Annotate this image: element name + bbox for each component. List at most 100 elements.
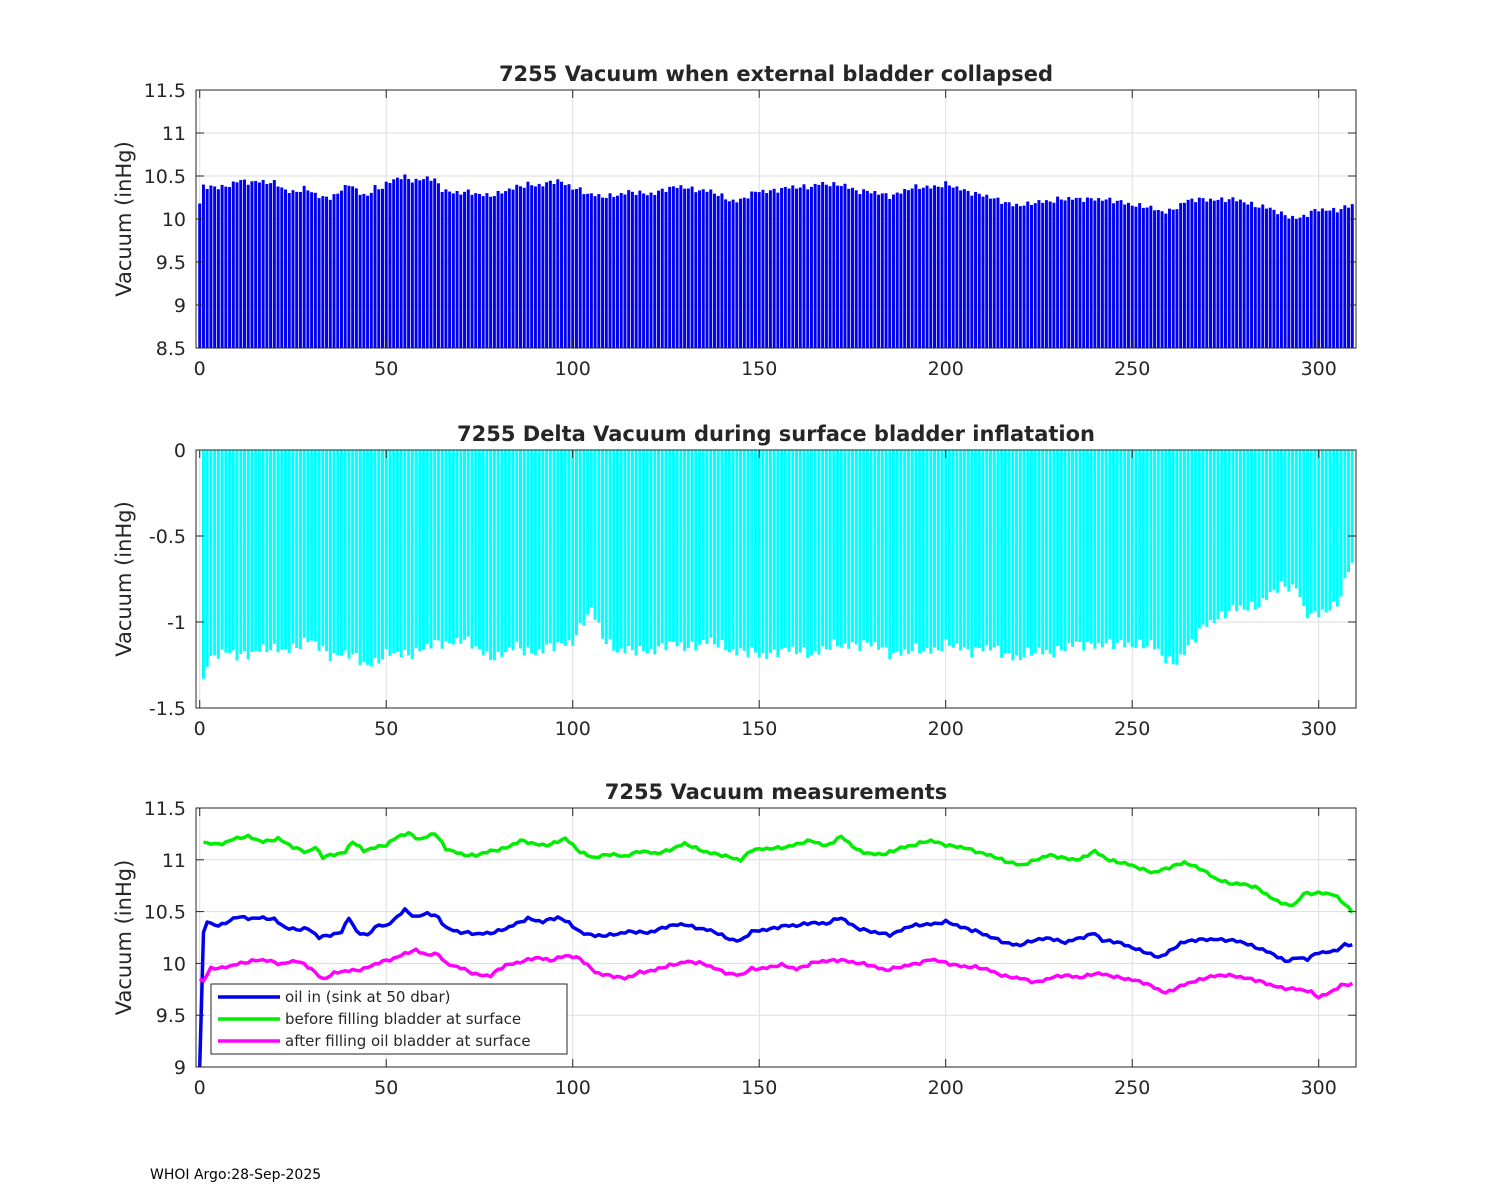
bar — [239, 180, 243, 348]
bar — [686, 450, 690, 649]
bar — [970, 195, 974, 348]
bar — [724, 199, 728, 348]
bar — [586, 193, 590, 348]
bar — [787, 450, 791, 652]
bar — [798, 187, 802, 348]
bar — [377, 189, 381, 348]
bar — [604, 450, 608, 645]
bar — [463, 191, 467, 348]
bar — [1056, 450, 1060, 647]
bar — [295, 450, 299, 648]
bar — [448, 450, 452, 644]
bar — [951, 187, 955, 348]
bar — [1141, 450, 1145, 649]
bar — [1052, 450, 1056, 658]
bar — [586, 450, 590, 615]
bar — [298, 450, 302, 650]
bar — [265, 183, 269, 348]
bar — [1164, 450, 1168, 664]
bar — [541, 186, 545, 348]
bar — [1205, 450, 1209, 627]
bar — [1074, 450, 1078, 642]
bar — [351, 450, 355, 655]
bar — [198, 203, 202, 348]
bar — [996, 450, 1000, 646]
bar — [1317, 211, 1321, 348]
bar — [865, 450, 869, 643]
bar — [1268, 450, 1272, 593]
bar — [533, 450, 537, 655]
bar — [1261, 450, 1265, 599]
bar — [694, 450, 698, 651]
bar — [556, 450, 560, 643]
bar — [809, 186, 813, 348]
bar — [1298, 450, 1302, 597]
bar — [824, 450, 828, 650]
bar — [220, 184, 224, 348]
bar — [1048, 201, 1052, 348]
bar — [1320, 450, 1324, 610]
bar — [1082, 201, 1086, 348]
bar — [1190, 198, 1194, 348]
bar — [619, 192, 623, 348]
bar — [1134, 450, 1138, 648]
bar — [638, 450, 642, 647]
bar — [1253, 207, 1257, 348]
bar — [1119, 200, 1123, 348]
y-tick-label: 11 — [162, 123, 186, 145]
bar — [914, 184, 918, 348]
bar — [634, 450, 638, 656]
bar — [832, 450, 836, 640]
bar — [209, 185, 213, 348]
bar — [895, 192, 899, 348]
bar — [735, 202, 739, 348]
bar — [287, 450, 291, 653]
bar — [582, 450, 586, 626]
bar — [933, 185, 937, 348]
bar — [548, 450, 552, 643]
bar — [712, 193, 716, 348]
bar — [250, 450, 254, 653]
bar — [1231, 450, 1235, 605]
bar — [746, 450, 750, 657]
bar — [836, 450, 840, 647]
bar — [1324, 210, 1328, 348]
bar — [627, 190, 631, 348]
bar — [1250, 201, 1254, 348]
bar — [768, 190, 772, 348]
bar — [526, 450, 530, 648]
bar — [429, 450, 433, 649]
bar — [470, 194, 474, 348]
bar — [1309, 210, 1313, 348]
bar — [317, 198, 321, 348]
bar — [925, 185, 929, 348]
bar — [425, 176, 429, 348]
bar — [962, 450, 966, 648]
bar — [690, 450, 694, 642]
bar — [1018, 450, 1022, 660]
bar — [936, 450, 940, 651]
bar — [847, 450, 851, 649]
bar — [276, 450, 280, 653]
bar — [1190, 450, 1194, 640]
bar — [1313, 450, 1317, 612]
bar — [612, 450, 616, 651]
bar — [272, 180, 276, 348]
bar — [1115, 200, 1119, 348]
bar — [821, 182, 825, 348]
bar — [884, 193, 888, 348]
bar — [858, 450, 862, 651]
bar — [545, 182, 549, 348]
bar — [1179, 450, 1183, 655]
bar — [683, 188, 687, 348]
bar — [780, 188, 784, 348]
bar — [295, 191, 299, 348]
bar — [668, 186, 672, 348]
bar — [201, 450, 205, 679]
bar — [1306, 450, 1310, 619]
chart-title: 7255 Vacuum when external bladder collap… — [499, 62, 1053, 86]
bar — [1097, 198, 1101, 348]
bar — [854, 190, 858, 348]
bar — [660, 188, 664, 348]
bar — [899, 450, 903, 656]
